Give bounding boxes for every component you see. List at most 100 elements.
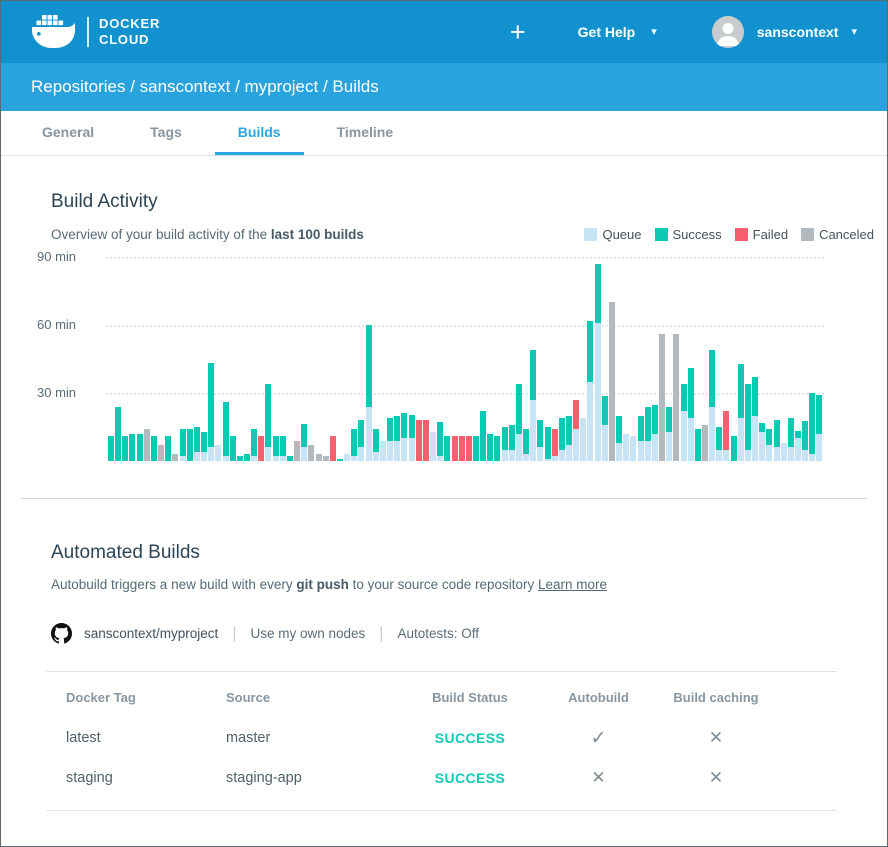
build-bar[interactable] xyxy=(530,350,536,461)
build-bar[interactable] xyxy=(237,456,243,461)
build-bar[interactable] xyxy=(494,436,500,461)
build-bar[interactable] xyxy=(301,424,307,461)
build-bar[interactable] xyxy=(666,407,672,461)
autotests-option[interactable]: Autotests: Off xyxy=(397,626,479,641)
build-bar[interactable] xyxy=(623,434,629,461)
build-bar[interactable] xyxy=(251,429,257,461)
get-help-menu[interactable]: Get Help ▾ xyxy=(578,24,657,40)
build-bar[interactable] xyxy=(430,432,436,461)
build-bar[interactable] xyxy=(480,411,486,461)
build-bar[interactable] xyxy=(265,384,271,461)
build-bar[interactable] xyxy=(559,418,565,461)
build-bar[interactable] xyxy=(745,384,751,461)
build-bar[interactable] xyxy=(380,441,386,461)
build-bar[interactable] xyxy=(816,395,822,461)
build-bar[interactable] xyxy=(323,456,329,461)
legend-item-queue[interactable]: Queue xyxy=(584,227,641,242)
build-status-link[interactable]: SUCCESS xyxy=(389,730,551,746)
build-bar[interactable] xyxy=(137,434,143,461)
tab-builds[interactable]: Builds xyxy=(215,111,304,155)
build-bar[interactable] xyxy=(738,364,744,461)
build-bar[interactable] xyxy=(351,429,357,461)
build-bar[interactable] xyxy=(673,334,679,461)
build-bar[interactable] xyxy=(144,429,150,461)
build-bar[interactable] xyxy=(444,436,450,461)
build-bar[interactable] xyxy=(552,429,558,461)
build-bar[interactable] xyxy=(244,454,250,461)
build-bar[interactable] xyxy=(287,456,293,461)
build-bar[interactable] xyxy=(809,393,815,461)
build-bar[interactable] xyxy=(330,436,336,461)
build-bar[interactable] xyxy=(129,434,135,461)
build-bar[interactable] xyxy=(587,321,593,461)
build-bar[interactable] xyxy=(645,407,651,461)
build-bar[interactable] xyxy=(459,436,465,461)
build-bar[interactable] xyxy=(294,441,300,461)
build-bar[interactable] xyxy=(409,415,415,461)
build-bar[interactable] xyxy=(473,436,479,461)
add-button[interactable]: + xyxy=(510,19,526,46)
build-bar[interactable] xyxy=(201,432,207,461)
build-bar[interactable] xyxy=(308,445,314,461)
build-bar[interactable] xyxy=(702,425,708,461)
docker-tag-cell[interactable]: latest xyxy=(66,730,226,746)
build-bar[interactable] xyxy=(180,429,186,461)
build-bar[interactable] xyxy=(659,334,665,461)
build-bar[interactable] xyxy=(502,427,508,461)
legend-item-canceled[interactable]: Canceled xyxy=(801,227,874,242)
build-bar[interactable] xyxy=(316,454,322,461)
build-bar[interactable] xyxy=(766,429,772,461)
build-bar[interactable] xyxy=(716,427,722,461)
build-bar[interactable] xyxy=(723,411,729,461)
legend-item-success[interactable]: Success xyxy=(655,227,722,242)
user-menu[interactable]: sanscontext ▾ xyxy=(712,16,857,48)
build-bar[interactable] xyxy=(545,427,551,461)
build-bar[interactable] xyxy=(509,425,515,461)
build-bar[interactable] xyxy=(466,436,472,461)
tab-tags[interactable]: Tags xyxy=(127,111,205,155)
learn-more-link[interactable]: Learn more xyxy=(538,577,607,592)
build-bar[interactable] xyxy=(230,436,236,461)
build-bar[interactable] xyxy=(115,407,121,461)
build-bar[interactable] xyxy=(788,418,794,461)
build-bar[interactable] xyxy=(752,377,758,461)
build-bar[interactable] xyxy=(695,429,701,461)
build-bar[interactable] xyxy=(215,445,221,461)
docker-cloud-logo[interactable]: DOCKER CLOUD xyxy=(31,15,160,49)
tab-general[interactable]: General xyxy=(19,111,117,155)
build-bar[interactable] xyxy=(258,436,264,461)
build-bar[interactable] xyxy=(172,454,178,461)
build-bar[interactable] xyxy=(537,420,543,461)
build-status-link[interactable]: SUCCESS xyxy=(389,770,551,786)
repo-name-link[interactable]: sanscontext/myproject xyxy=(84,626,218,641)
legend-item-failed[interactable]: Failed xyxy=(735,227,788,242)
build-bar[interactable] xyxy=(781,443,787,461)
build-bar[interactable] xyxy=(709,350,715,461)
build-bar[interactable] xyxy=(273,436,279,461)
tab-timeline[interactable]: Timeline xyxy=(314,111,417,155)
build-bar[interactable] xyxy=(802,421,808,461)
build-bar[interactable] xyxy=(630,436,636,461)
build-bar[interactable] xyxy=(416,420,422,461)
build-bar[interactable] xyxy=(165,436,171,461)
build-bar[interactable] xyxy=(681,384,687,461)
build-bar[interactable] xyxy=(280,436,286,461)
build-bar[interactable] xyxy=(573,400,579,461)
build-bar[interactable] xyxy=(638,416,644,461)
build-bar[interactable] xyxy=(652,405,658,461)
build-bar[interactable] xyxy=(108,436,114,461)
build-bar[interactable] xyxy=(122,436,128,461)
build-bar[interactable] xyxy=(151,436,157,461)
build-bar[interactable] xyxy=(187,429,193,461)
build-bar[interactable] xyxy=(688,368,694,461)
build-bar[interactable] xyxy=(516,384,522,461)
build-bar[interactable] xyxy=(602,396,608,461)
build-bar[interactable] xyxy=(394,416,400,461)
build-bar[interactable] xyxy=(208,363,214,461)
breadcrumb[interactable]: Repositories / sanscontext / myproject /… xyxy=(31,77,379,97)
build-bar[interactable] xyxy=(609,302,615,461)
build-bar[interactable] xyxy=(566,416,572,461)
build-bar[interactable] xyxy=(731,436,737,461)
build-bar[interactable] xyxy=(373,429,379,461)
build-bar[interactable] xyxy=(337,459,343,461)
